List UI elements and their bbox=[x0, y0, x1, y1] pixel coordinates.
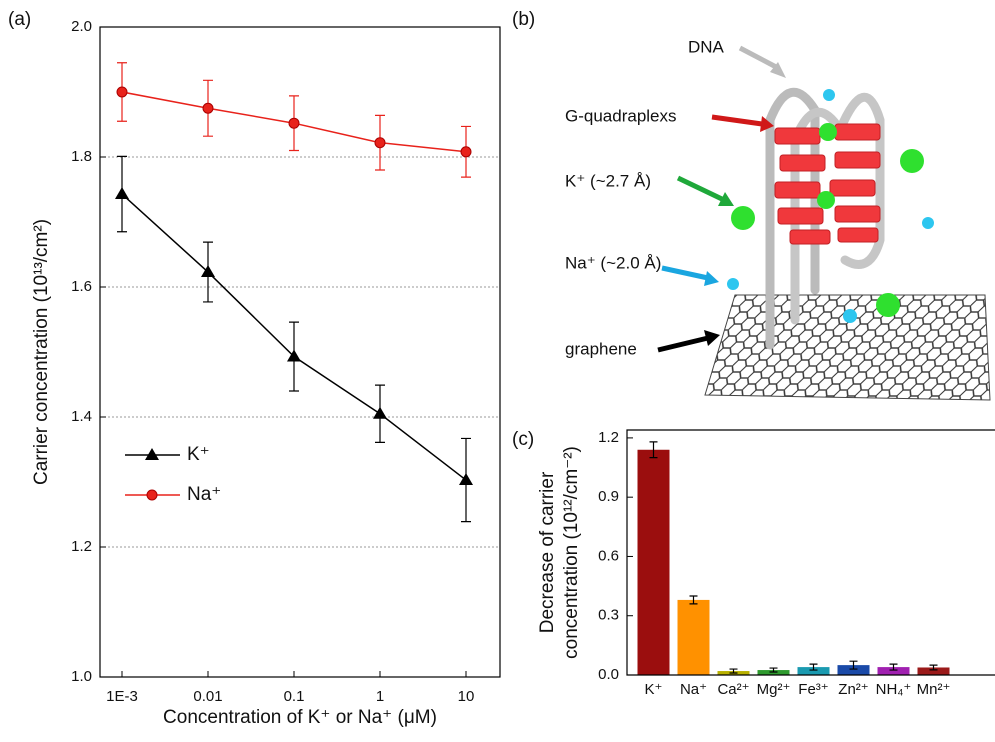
bar bbox=[837, 665, 870, 675]
x-tick-label: Na⁺ bbox=[680, 681, 707, 698]
error-bar bbox=[689, 595, 698, 605]
marker bbox=[459, 473, 473, 486]
marker bbox=[373, 406, 387, 419]
diagram-label: G-quadraplexs bbox=[565, 106, 677, 125]
y-tick-label: 1.4 bbox=[71, 408, 92, 425]
legend-marker bbox=[146, 489, 158, 501]
marker bbox=[287, 349, 301, 362]
diagram-label: graphene bbox=[565, 339, 637, 358]
x-tick-label: Mg²⁺ bbox=[757, 681, 791, 698]
graphene-sheet bbox=[704, 294, 991, 401]
marker bbox=[374, 137, 386, 149]
arrow bbox=[657, 45, 786, 353]
x-tick-label: Zn²⁺ bbox=[838, 681, 868, 698]
diagram-label: DNA bbox=[688, 37, 725, 56]
y-tick-label: 0.6 bbox=[598, 547, 619, 564]
error-bar bbox=[809, 663, 818, 671]
x-tick-label: 1 bbox=[376, 688, 384, 705]
legend-label: Na⁺ bbox=[187, 484, 221, 505]
diagram-label: Na⁺ (~2.0 Å) bbox=[565, 253, 661, 272]
marker bbox=[460, 146, 472, 158]
bar bbox=[637, 449, 670, 675]
x-tick-label: 1E-3 bbox=[106, 688, 138, 705]
y-tick-label: 1.6 bbox=[71, 278, 92, 295]
panel-label: (a) bbox=[8, 9, 31, 30]
y-tick-label: 1.8 bbox=[71, 148, 92, 165]
y-tick-label: 1.2 bbox=[598, 429, 619, 446]
bar bbox=[797, 667, 830, 675]
y-axis-label-line: Decrease of carrier bbox=[537, 471, 558, 633]
error-bar bbox=[889, 663, 898, 671]
plot-frame bbox=[99, 26, 501, 678]
marker bbox=[288, 117, 300, 129]
x-tick-label: Ca²⁺ bbox=[717, 681, 749, 698]
plot-frame bbox=[626, 429, 995, 676]
k-ion bbox=[731, 123, 924, 317]
x-tick-label: Mn²⁺ bbox=[917, 681, 951, 698]
x-tick-label: 0.01 bbox=[193, 688, 222, 705]
bar bbox=[677, 599, 710, 675]
y-tick-label: 0.3 bbox=[598, 607, 619, 624]
marker bbox=[115, 187, 129, 200]
x-tick-label: Fe³⁺ bbox=[798, 681, 828, 698]
legend-marker bbox=[145, 448, 159, 460]
error-bar bbox=[729, 668, 738, 674]
dna-strand bbox=[790, 93, 885, 325]
diagram: (b) DNA G-quadraplexs K⁺ (~2.7 Å) Na⁺ (~… bbox=[512, 9, 991, 401]
y-axis-label-line: concentration (10¹²/cm⁻²) bbox=[561, 446, 582, 659]
na-ion bbox=[727, 89, 934, 323]
diagram-label: K⁺ (~2.7 Å) bbox=[565, 171, 651, 190]
error-bar bbox=[849, 660, 858, 670]
y-tick-label: 0.9 bbox=[598, 488, 619, 505]
x-tick-label: NH₄⁺ bbox=[876, 681, 912, 698]
x-tick-label: 10 bbox=[458, 688, 475, 705]
g-quadruplex bbox=[774, 123, 881, 245]
error-bar bbox=[929, 664, 938, 671]
bar bbox=[877, 667, 910, 675]
marker bbox=[202, 102, 214, 114]
y-tick-label: 2.0 bbox=[71, 18, 92, 35]
y-tick-label: 1.2 bbox=[71, 538, 92, 555]
legend-label: K⁺ bbox=[187, 444, 210, 465]
x-tick-label: 0.1 bbox=[284, 688, 305, 705]
panel-label: (c) bbox=[512, 429, 534, 450]
y-axis-label: Decrease of carrier concentration (10¹²/c… bbox=[537, 446, 582, 659]
y-tick-label: 0.0 bbox=[598, 666, 619, 683]
bar bbox=[917, 667, 950, 675]
y-axis-label: Carrier concentration (10¹³/cm²) bbox=[31, 219, 52, 485]
x-tick-label: K⁺ bbox=[645, 681, 663, 698]
x-axis-label: Concentration of K⁺ or Na⁺ (μM) bbox=[163, 707, 437, 728]
marker bbox=[116, 86, 128, 98]
panel-label: (b) bbox=[512, 9, 535, 30]
marker bbox=[201, 265, 215, 278]
error-bar bbox=[649, 441, 658, 459]
dna-strand bbox=[765, 87, 820, 350]
y-tick-label: 1.0 bbox=[71, 668, 92, 685]
error-bar bbox=[769, 667, 778, 673]
